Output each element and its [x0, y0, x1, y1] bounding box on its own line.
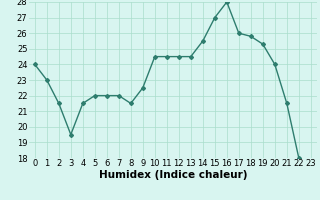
X-axis label: Humidex (Indice chaleur): Humidex (Indice chaleur): [99, 170, 247, 180]
